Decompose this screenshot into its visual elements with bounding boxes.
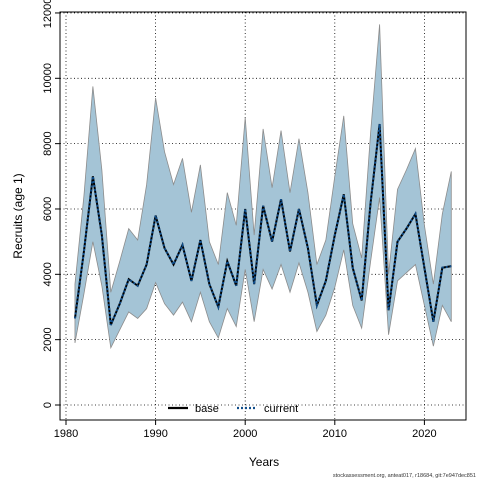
x-tick-label: 1980: [54, 428, 78, 440]
x-axis-title: Years: [249, 455, 279, 469]
y-axis-title: Recruits (age 1): [11, 173, 25, 258]
y-tick-label: 0: [42, 402, 54, 408]
x-tick-label: 2000: [233, 428, 257, 440]
series-lines-layer: [73, 123, 452, 326]
y-tick-label: 12000: [42, 0, 54, 28]
y-tick-label: 8000: [42, 131, 54, 155]
axes-layer: 1980 1990 2000 2010 2020 0 2000 4000 6000 8000 100…: [42, 0, 437, 440]
footnote: stockassessment.org, anteat017, r18684, …: [333, 473, 476, 479]
legend-current-label: current: [264, 403, 298, 415]
y-tick-label: 2000: [42, 327, 54, 351]
y-tick-label: 10000: [42, 63, 54, 94]
x-tick-label: 1990: [143, 428, 167, 440]
x-tick-label: 2020: [412, 428, 436, 440]
x-tick-label: 2010: [323, 428, 347, 440]
confidence-band: [74, 24, 452, 350]
confidence-band-layer: [74, 24, 452, 350]
legend: base current: [168, 403, 298, 415]
plot-frame: [59, 11, 467, 421]
legend-base-label: base: [195, 403, 219, 415]
y-tick-label: 6000: [42, 197, 54, 221]
series-line-current: [73, 123, 452, 326]
y-tick-label: 4000: [42, 262, 54, 286]
